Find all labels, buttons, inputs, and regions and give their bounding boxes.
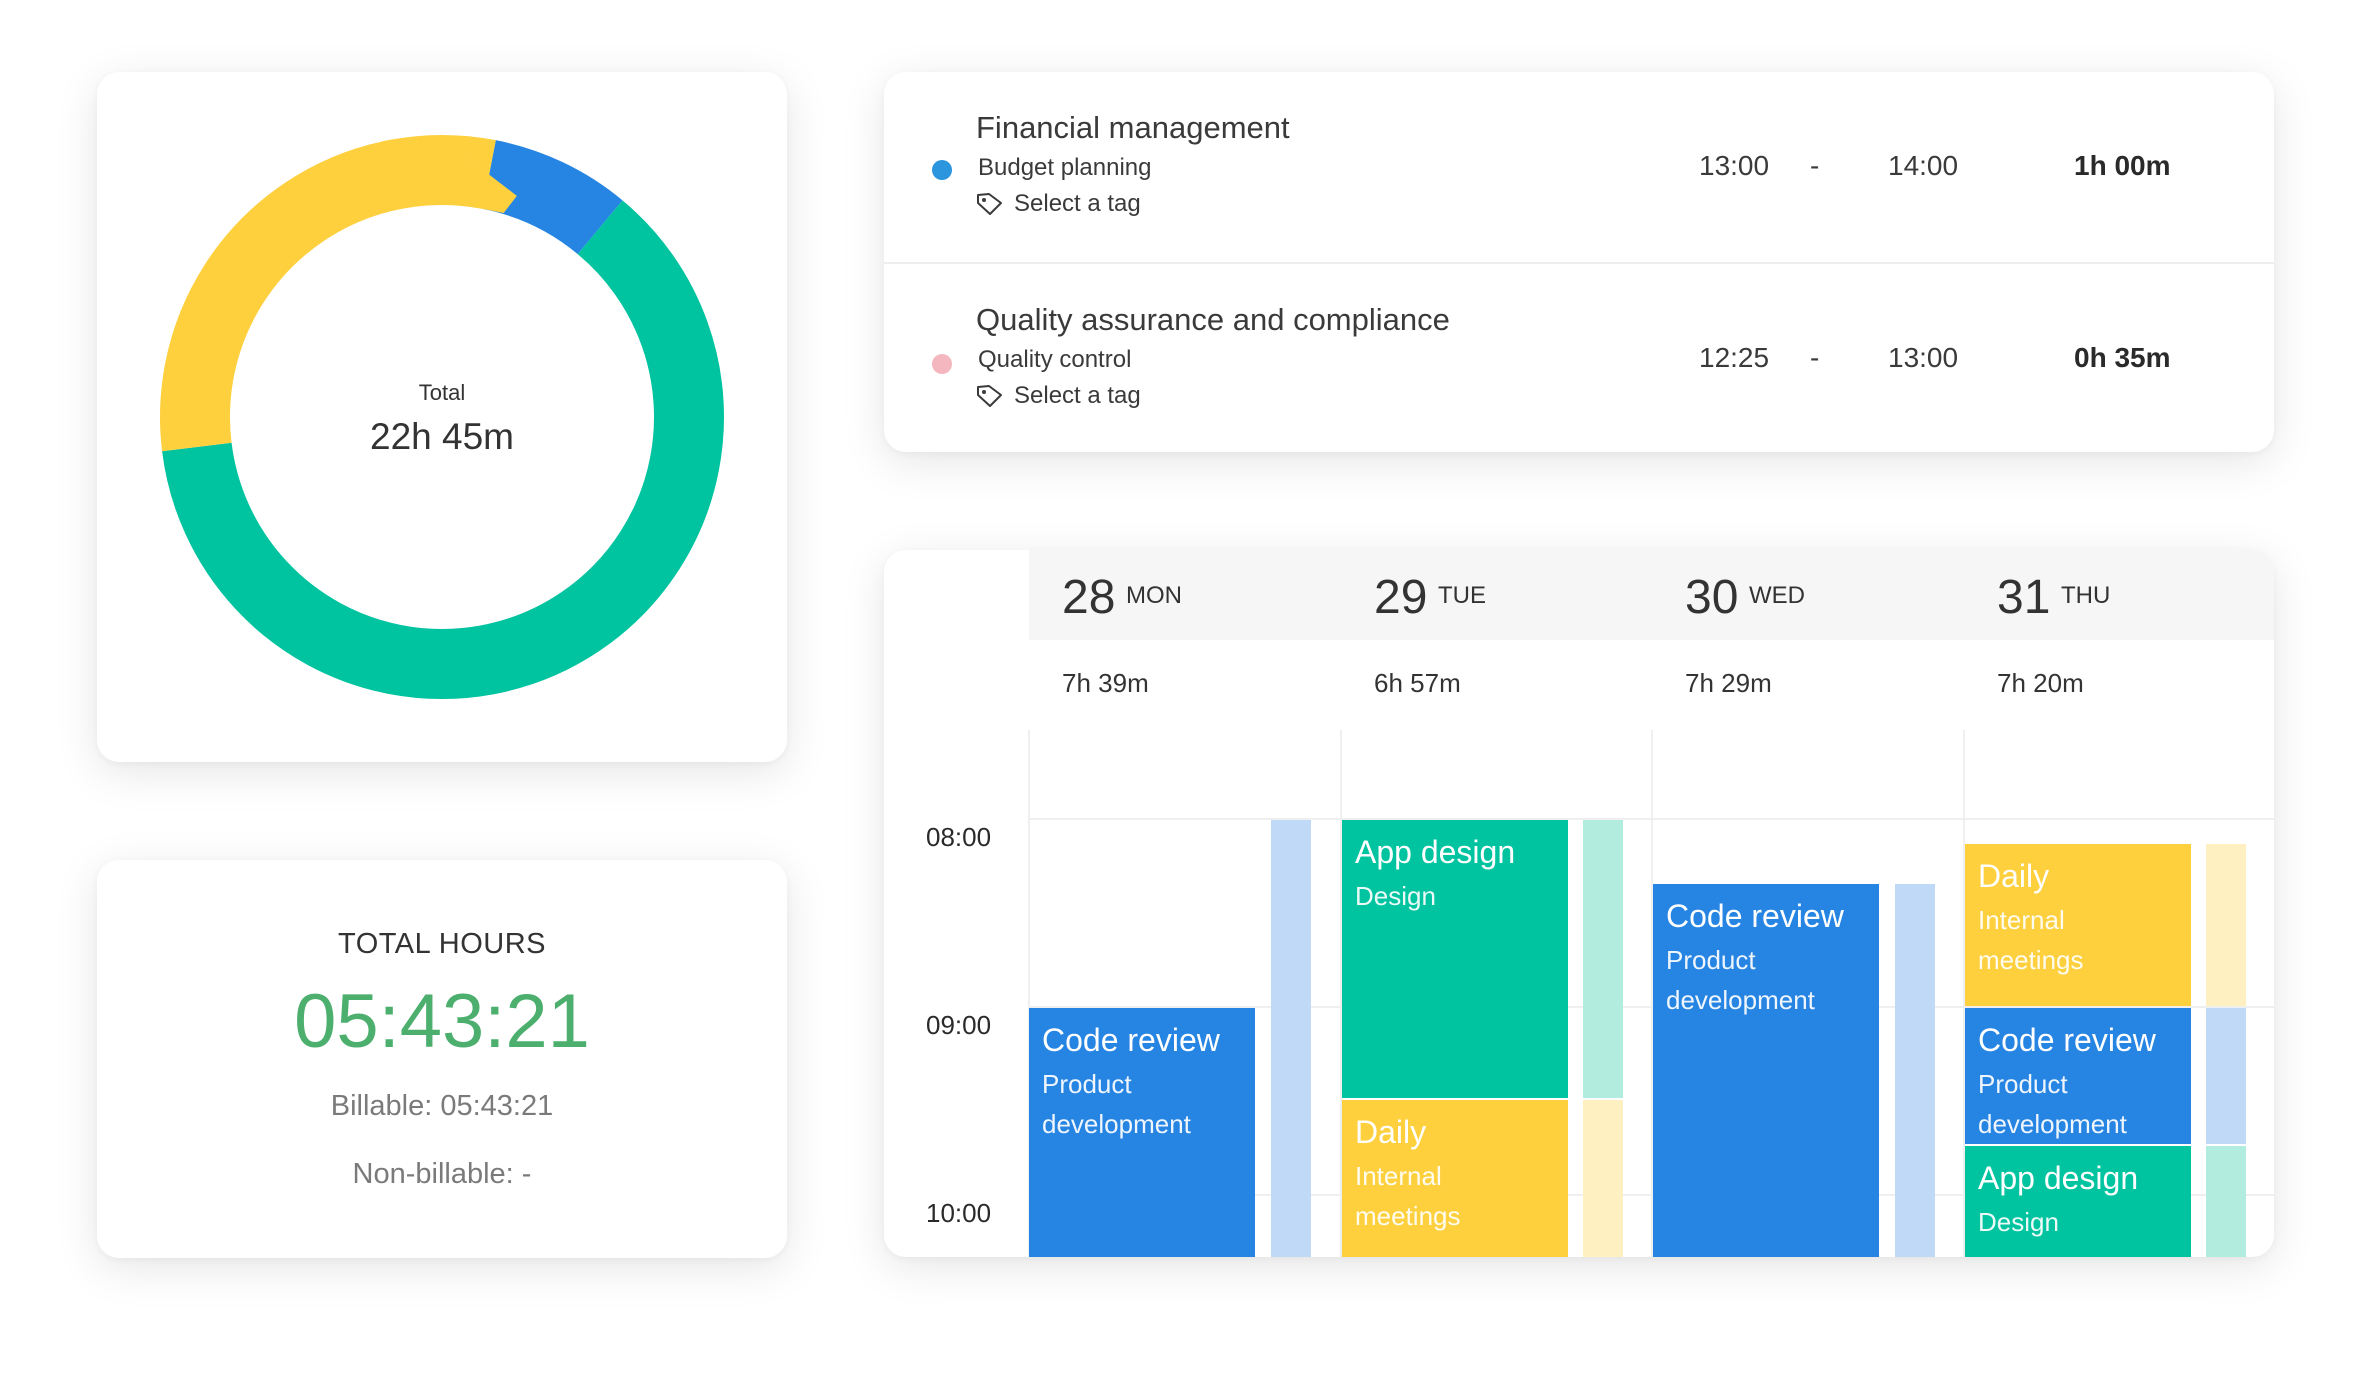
event-subtitle: Product development (1042, 1069, 1191, 1139)
event-subtitle: Product development (1666, 945, 1815, 1015)
project-color-dot (932, 354, 952, 374)
column-divider (1963, 730, 1965, 1257)
event-subtitle: Design (1355, 881, 1436, 911)
time-label: 09:00 (926, 1010, 992, 1040)
select-tag-button[interactable]: Select a tag (976, 190, 1141, 218)
time-tracked-bar (2206, 1146, 2246, 1257)
time-tracked-bar (1583, 820, 1623, 1098)
time-separator: - (1810, 342, 1820, 373)
day-header-tue[interactable]: 29 TUE (1341, 550, 1652, 640)
hour-gridline (1029, 1194, 2274, 1196)
column-divider (1028, 730, 1030, 1257)
entry-start-time[interactable]: 12:25 (1699, 342, 1770, 373)
day-total-wed: 7h 29m (1685, 668, 1772, 698)
billable-hours: Billable: 05:43:21 (330, 1090, 554, 1122)
event-title: Daily (1355, 1114, 1427, 1150)
entry-project[interactable]: Quality assurance and compliance (976, 302, 1450, 337)
time-tracked-bar (2206, 844, 2246, 1006)
column-divider (1340, 730, 1342, 1257)
select-tag-button[interactable]: Select a tag (976, 382, 1141, 410)
calendar-event-code-review[interactable]: Code review Product development (1965, 1008, 2191, 1144)
event-title: App design (1355, 834, 1516, 870)
calendar-event-daily[interactable]: Daily Internal meetings (1342, 1100, 1568, 1257)
time-tracked-bar (1583, 1100, 1623, 1257)
total-hours-card: TOTAL HOURS 05:43:21 Billable: 05:43:21 … (97, 860, 787, 1258)
event-subtitle: Design (1978, 1207, 2059, 1237)
day-name: TUE (1438, 582, 1486, 609)
entry-task[interactable]: Budget planning (978, 154, 1152, 181)
event-subtitle: Internal meetings (1978, 905, 2084, 975)
calendar-event-code-review[interactable]: Code review Product development (1653, 884, 1879, 1257)
time-tracked-bar (1271, 820, 1311, 1257)
day-name: WED (1749, 582, 1805, 609)
day-header-mon[interactable]: 28 MON (1029, 550, 1341, 640)
tag-icon (977, 385, 1002, 407)
entry-end-time[interactable]: 13:00 (1888, 342, 1959, 373)
day-total-thu: 7h 20m (1997, 668, 2084, 698)
event-title: App design (1978, 1160, 2139, 1196)
time-entries-card: Financial management Budget planning Sel… (884, 72, 2274, 452)
tag-icon (977, 193, 1002, 215)
time-entry[interactable]: Financial management Budget planning Sel… (884, 72, 2274, 262)
time-entry[interactable]: Quality assurance and compliance Quality… (884, 262, 2274, 454)
day-header-wed[interactable]: 30 WED (1652, 550, 1964, 640)
total-hours-value: 05:43:21 (294, 979, 590, 1064)
donut-card: Total 22h 45m (97, 72, 787, 762)
calendar-event-app-design[interactable]: App design Design (1965, 1146, 2191, 1257)
donut-segment-2 (160, 135, 724, 699)
calendar-event-app-design[interactable]: App design Design (1342, 820, 1568, 1098)
event-title: Code review (1666, 898, 1844, 934)
event-subtitle: Product development (1978, 1069, 2127, 1139)
entry-duration[interactable]: 1h 00m (2074, 150, 2171, 181)
donut-total-label: Total (418, 380, 466, 405)
column-divider (1651, 730, 1653, 1257)
entry-duration[interactable]: 0h 35m (2074, 342, 2171, 373)
event-subtitle: Internal meetings (1355, 1161, 1461, 1231)
time-separator: - (1810, 150, 1820, 181)
donut-segment-1 (160, 135, 724, 699)
day-name: MON (1126, 582, 1182, 609)
event-title: Daily (1978, 858, 2050, 894)
time-label: 08:00 (926, 822, 992, 852)
total-hours-title: TOTAL HOURS (338, 928, 546, 960)
time-tracked-bar (2206, 1008, 2246, 1144)
day-name: THU (2061, 582, 2111, 609)
event-title: Code review (1978, 1022, 2156, 1058)
hour-gridline (1029, 1006, 2274, 1008)
day-number: 28 (1062, 571, 1116, 624)
day-number: 31 (1997, 571, 2051, 624)
entry-project[interactable]: Financial management (976, 110, 1290, 145)
time-label: 10:00 (926, 1198, 992, 1228)
calendar-header: 28 MON 29 TUE 30 WED 31 THU (1029, 550, 2274, 640)
select-tag-label: Select a tag (1014, 382, 1141, 409)
calendar-event-daily[interactable]: Daily Internal meetings (1965, 844, 2191, 1006)
project-color-dot (932, 160, 952, 180)
entry-start-time[interactable]: 13:00 (1699, 150, 1770, 181)
day-total-mon: 7h 39m (1062, 668, 1149, 698)
non-billable-hours: Non-billable: - (352, 1158, 532, 1190)
entry-task[interactable]: Quality control (978, 346, 1132, 373)
select-tag-label: Select a tag (1014, 190, 1141, 217)
event-title: Code review (1042, 1022, 1220, 1058)
donut-chart (160, 135, 724, 699)
week-calendar: 28 MON 29 TUE 30 WED 31 THU 7h 39m 6h 57… (884, 550, 2274, 1257)
day-total-tue: 6h 57m (1374, 668, 1461, 698)
entry-end-time[interactable]: 14:00 (1888, 150, 1959, 181)
day-number: 29 (1374, 571, 1428, 624)
time-tracked-bar (1895, 884, 1935, 1257)
day-number: 30 (1685, 571, 1739, 624)
day-header-thu[interactable]: 31 THU (1964, 550, 2274, 640)
calendar-event-code-review[interactable]: Code review Product development (1029, 1008, 1255, 1257)
donut-total-value: 22h 45m (370, 416, 514, 457)
hour-gridline (1029, 818, 2274, 820)
